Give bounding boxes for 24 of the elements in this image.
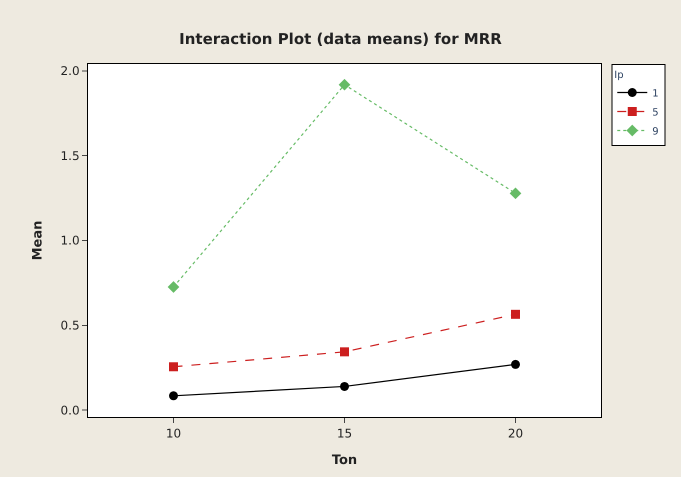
point — [511, 360, 520, 369]
point — [338, 78, 350, 91]
point — [510, 187, 522, 200]
x-tick-label: 20 — [508, 426, 524, 440]
legend-label: 5 — [652, 107, 659, 118]
legend-title: Ip — [614, 70, 624, 81]
y-tick-label: 0.5 — [60, 318, 80, 333]
y-tick-label: 1.5 — [60, 148, 80, 163]
y-tick-label: 1.0 — [60, 234, 80, 248]
x-tick-label: 15 — [336, 426, 352, 440]
legend-label: 1 — [652, 88, 659, 100]
point — [169, 391, 178, 400]
point — [168, 281, 180, 293]
legend-label: 9 — [652, 126, 659, 138]
point — [511, 310, 520, 319]
point — [340, 382, 349, 391]
y-tick-label: 0.0 — [60, 403, 80, 418]
x-axis-title: Ton — [332, 453, 358, 468]
chart-title: Interaction Plot (data means) for MRR — [179, 30, 502, 48]
y-axis-title: Mean — [30, 220, 46, 260]
y-tick-label: 2.0 — [60, 64, 80, 78]
point — [169, 362, 178, 372]
x-tick-label: 10 — [166, 426, 182, 440]
point — [340, 347, 349, 356]
